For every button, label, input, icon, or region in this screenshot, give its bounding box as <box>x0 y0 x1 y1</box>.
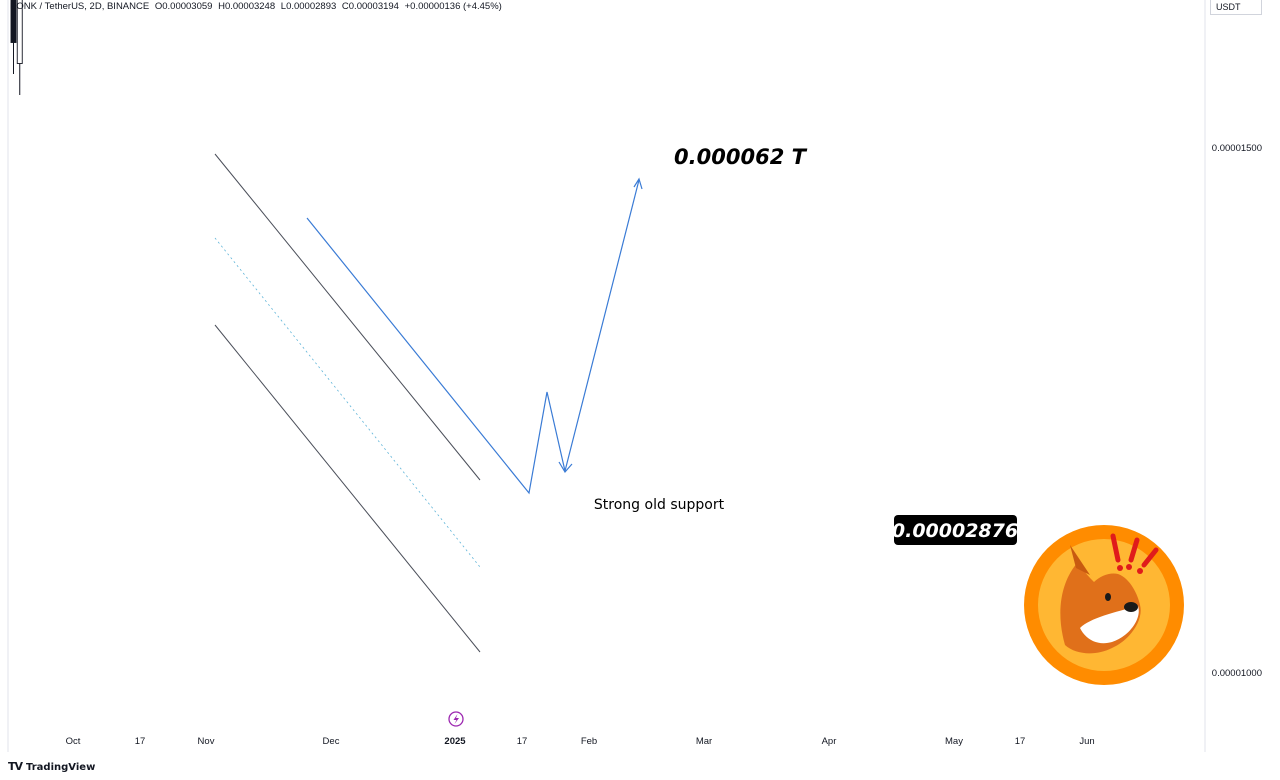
channel-upper-line <box>214 153 481 481</box>
exclamation-dot-1 <box>1117 565 1123 571</box>
target-annotation: 0.000062 T <box>674 145 808 169</box>
channel-lower-line <box>214 324 481 653</box>
time-tick-label: Apr <box>822 736 837 747</box>
lightning-event-icon <box>448 711 464 727</box>
time-tick-label: Mar <box>696 736 712 747</box>
exclamation-mark-3 <box>1141 547 1159 568</box>
chart-annotations: 0.000062300.0000319413:11:330.000062 TSt… <box>448 145 1018 727</box>
projection-arrow-mid <box>558 461 573 474</box>
dog-eye <box>1105 593 1111 601</box>
projection-path <box>306 179 640 495</box>
symbol-label[interactable]: BONK / TetherUS, 2D, BINANCE <box>10 1 150 12</box>
chart-drawings <box>214 153 643 653</box>
exclamation-mark-1 <box>1110 533 1121 563</box>
candle <box>10 0 17 74</box>
time-tick-label: 17 <box>135 736 146 747</box>
time-tick-label: 17 <box>517 736 528 747</box>
time-tick-label: 17 <box>1015 736 1026 747</box>
exclamation-dot-3 <box>1137 568 1143 574</box>
dog-nose <box>1124 602 1138 612</box>
bonk-dog-logo <box>1024 525 1184 685</box>
time-tick-label: May <box>945 736 963 747</box>
support-price-callout-text: 0.00002876 <box>892 520 1018 542</box>
support-price-callout: 0.00002876 <box>892 515 1018 545</box>
time-tick-label: 2025 <box>444 736 466 747</box>
candle-body <box>10 0 17 43</box>
currency-selector[interactable]: USDT <box>1210 0 1262 15</box>
projection-arrow-head <box>633 177 643 190</box>
low-value: L0.00002893 <box>280 1 337 12</box>
price-tick-label: 0.00001500 <box>1212 143 1262 154</box>
high-value: H0.00003248 <box>218 1 276 12</box>
dog-muzzle <box>1080 606 1139 644</box>
tradingview-label: TradingView <box>26 762 96 773</box>
channel-midline <box>214 237 481 568</box>
change-value: +0.00000136 (+4.45%) <box>404 1 502 12</box>
time-axis[interactable]: Oct 17 Nov Dec 2025 17 Feb Mar Apr May 17 Jun <box>66 736 1095 747</box>
lightning-icon <box>453 714 459 724</box>
time-tick-label: Jun <box>1079 736 1094 747</box>
exclamation-dot-2 <box>1126 564 1132 570</box>
tradingview-icon: TV <box>8 760 23 773</box>
close-value: C0.00003194 <box>341 1 399 12</box>
price-tick-label: 0.00001000 <box>1212 668 1262 679</box>
time-tick-label: Nov <box>198 736 215 747</box>
time-tick-label: Feb <box>581 736 597 747</box>
tradingview-logo[interactable]: TV TradingView <box>8 760 95 773</box>
candle-body <box>16 0 23 64</box>
candles <box>10 0 23 95</box>
dog-ear <box>1070 545 1090 575</box>
support-annotation: Strong old support <box>594 497 725 513</box>
open-value: O0.00003059 <box>154 1 213 12</box>
support-price-callout-bg <box>894 515 1017 545</box>
time-tick-label: Oct <box>66 736 81 747</box>
price-axis[interactable]: 0.000075000.000070000.000065000.00006000… <box>1204 0 1262 752</box>
time-tick-label: Dec <box>323 736 340 747</box>
candle <box>16 0 23 95</box>
ohlc-header: BONK / TetherUS, 2D, BINANCE O0.00003059… <box>10 1 505 12</box>
exclamation-mark-2 <box>1128 537 1140 563</box>
